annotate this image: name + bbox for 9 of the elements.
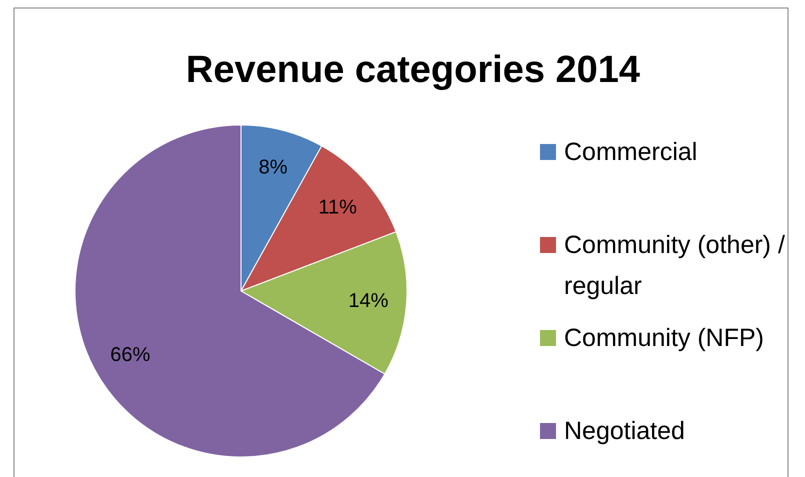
data-label: 14% [348, 290, 389, 312]
legend-label: Community (other) / regular [564, 231, 785, 300]
chart-title: Revenue categories 2014 [186, 49, 640, 91]
legend-label: Negotiated [564, 417, 685, 445]
data-label: 66% [110, 344, 151, 366]
legend-label: Commercial [564, 138, 698, 166]
data-label: 11% [318, 196, 358, 218]
data-label: 8% [258, 156, 288, 178]
legend-label: Community (NFP) [564, 324, 764, 352]
